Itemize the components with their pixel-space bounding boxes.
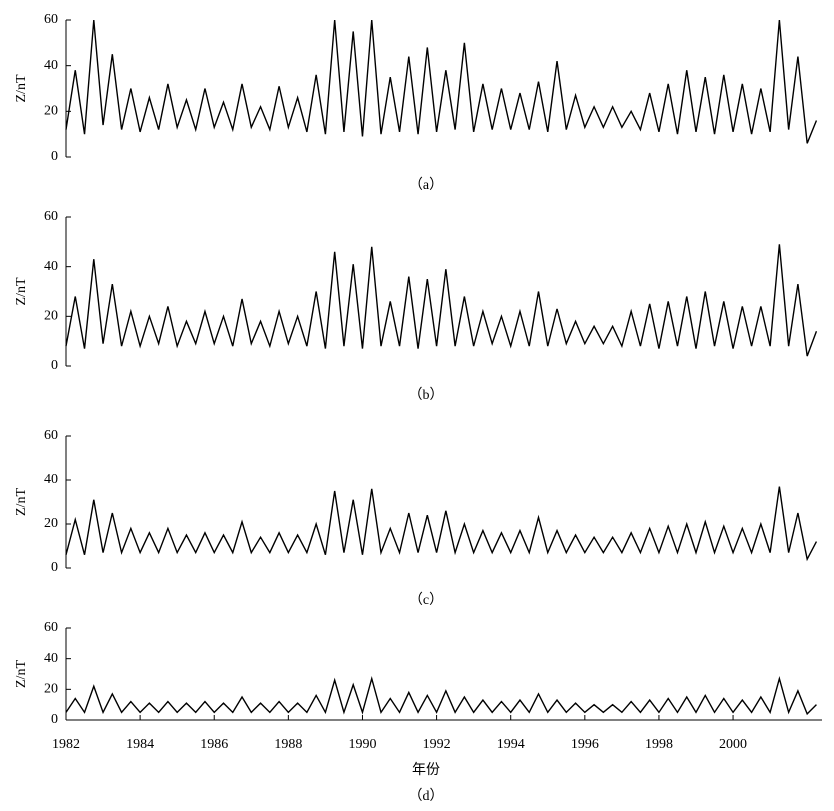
x-tick-label: 1988: [274, 737, 302, 752]
x-tick-label: 2000: [719, 737, 747, 752]
data-line: [65, 486, 818, 562]
panel-caption: （c）: [409, 592, 443, 608]
x-tick-label: 1996: [571, 737, 599, 752]
x-tick-label: 1982: [52, 737, 80, 752]
y-tick-label: 40: [44, 58, 58, 73]
y-axis-label: Z/nT: [14, 74, 29, 102]
y-tick-label: 20: [44, 309, 58, 324]
y-tick-label: 20: [44, 104, 58, 119]
y-axis-label: Z/nT: [14, 488, 29, 516]
y-tick-label: 40: [44, 472, 58, 487]
y-axis-label: Z/nT: [14, 277, 29, 305]
panel-caption: （a）: [409, 177, 443, 193]
x-tick-label: 1984: [126, 737, 154, 752]
data-line: [65, 244, 818, 357]
y-tick-label: 20: [44, 516, 58, 531]
y-tick-label: 0: [51, 149, 58, 164]
x-tick-label: 1994: [497, 737, 525, 752]
data-line: [65, 675, 817, 716]
x-tick-label: 1990: [348, 737, 376, 752]
x-tick-label: 1986: [200, 737, 228, 752]
y-tick-label: 0: [51, 712, 58, 727]
y-tick-label: 60: [44, 209, 58, 224]
y-tick-label: 0: [51, 560, 58, 575]
y-tick-label: 40: [44, 651, 58, 666]
panel-caption: （d）: [409, 788, 444, 804]
y-tick-label: 60: [44, 428, 58, 443]
y-axis-label: Z/nT: [14, 660, 29, 688]
x-axis-label: 年份: [412, 762, 440, 778]
y-tick-label: 20: [44, 682, 58, 697]
data-line: [65, 19, 818, 144]
y-tick-label: 40: [44, 259, 58, 274]
panel-caption: （b）: [409, 387, 444, 403]
y-tick-label: 60: [44, 620, 58, 635]
y-tick-label: 60: [44, 12, 58, 27]
x-tick-label: 1992: [423, 737, 451, 752]
y-tick-label: 0: [51, 358, 58, 373]
x-tick-label: 1998: [645, 737, 673, 752]
